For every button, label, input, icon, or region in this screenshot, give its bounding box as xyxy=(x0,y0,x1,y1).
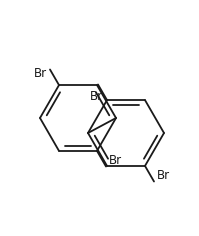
Text: Br: Br xyxy=(109,154,122,167)
Text: Br: Br xyxy=(89,89,102,102)
Text: Br: Br xyxy=(34,67,47,80)
Text: Br: Br xyxy=(157,169,170,182)
